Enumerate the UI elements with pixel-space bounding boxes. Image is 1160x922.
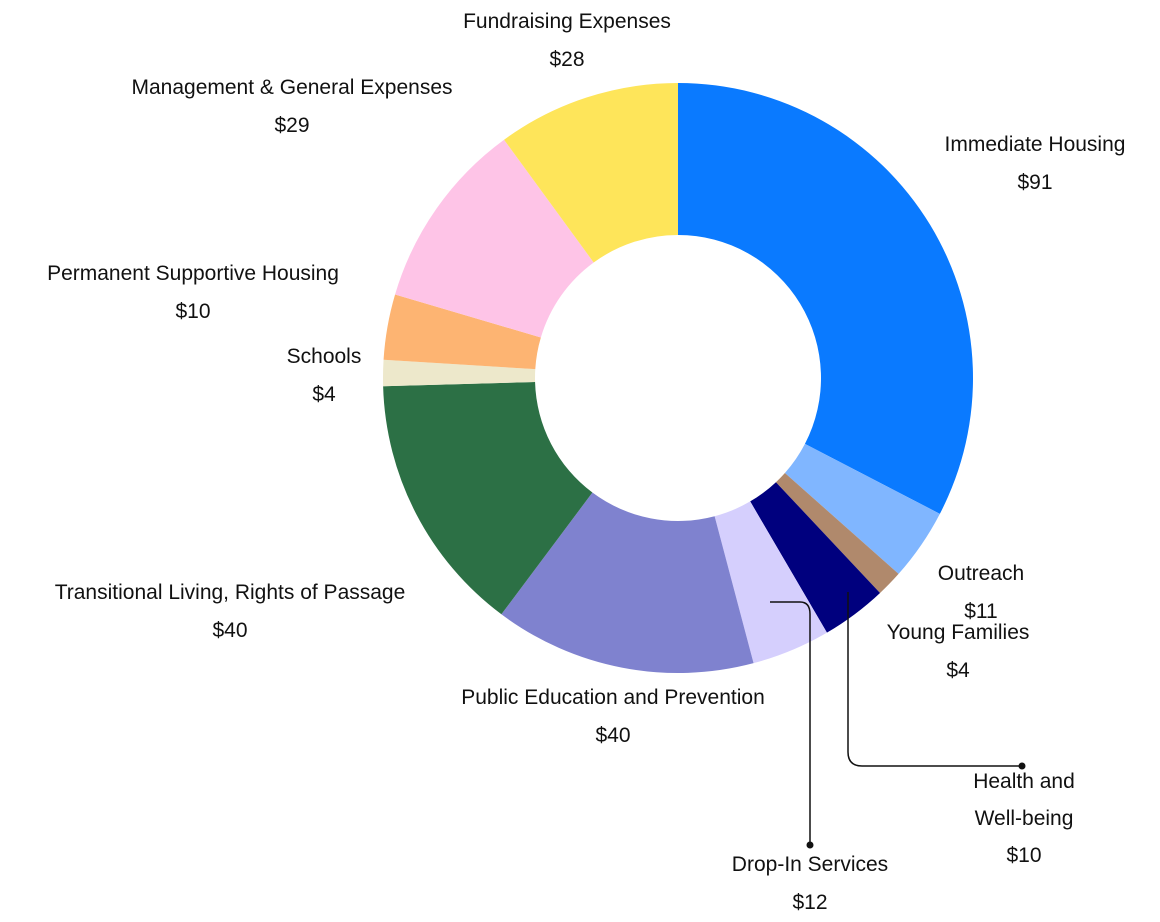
category-label: Drop-In Services — [731, 853, 889, 876]
donut-slice — [775, 472, 899, 593]
leader-line — [770, 601, 811, 845]
slice-label: Public Education and Prevention $40 — [461, 679, 765, 755]
slice-label: Outreach $11 — [938, 555, 1024, 631]
category-label: Management & General Expenses — [131, 76, 453, 99]
donut-slice — [395, 139, 594, 338]
slice-label: Fundraising Expenses $28 — [463, 3, 671, 79]
slice-label: Management & General Expenses $29 — [131, 69, 452, 145]
donut-slice — [383, 359, 536, 387]
value-label: $40 — [595, 724, 631, 747]
donut-slice — [678, 83, 973, 514]
slice-label: Health and Well-being $10 — [959, 763, 1089, 874]
donut-slice — [501, 492, 754, 673]
donut-slice — [504, 83, 678, 263]
leader-dot — [806, 841, 814, 849]
donut-slice — [383, 294, 541, 370]
value-label: $12 — [792, 891, 828, 914]
category-label: Schools — [286, 345, 362, 368]
category-label: Fundraising Expenses — [463, 10, 671, 33]
slice-label: Permanent Supportive Housing $10 — [47, 255, 339, 331]
slice-label: Transitional Living, Rights of Passage $4… — [55, 574, 406, 650]
value-label: $10 — [1006, 844, 1042, 867]
leader-line — [847, 592, 1022, 767]
donut-slice — [383, 382, 593, 615]
value-label: $4 — [312, 383, 336, 406]
value-label: $10 — [175, 300, 211, 323]
value-label: $29 — [274, 114, 310, 137]
value-label: $91 — [1017, 171, 1053, 194]
value-label: $4 — [946, 659, 970, 682]
slice-label: Immediate Housing $91 — [945, 126, 1126, 202]
value-label: $28 — [549, 48, 585, 71]
slice-label: Schools $4 — [287, 338, 362, 414]
category-label: Immediate Housing — [944, 133, 1126, 156]
category-label: Permanent Supportive Housing — [47, 262, 339, 285]
category-label: Outreach — [937, 562, 1025, 585]
slice-label: Young Families $4 — [887, 614, 1030, 690]
slice-label: Drop-In Services $12 — [732, 846, 888, 922]
leader-dot — [1018, 762, 1026, 770]
category-label: Transitional Living, Rights of Passage — [54, 581, 406, 604]
category-label: Public Education and Prevention — [461, 686, 765, 709]
value-label: $11 — [964, 600, 998, 623]
donut-slice — [714, 501, 827, 664]
category-label: Young Families — [886, 621, 1030, 644]
category-label: Health and Well-being — [973, 770, 1075, 830]
value-label: $40 — [212, 619, 248, 642]
donut-slice — [784, 443, 940, 574]
